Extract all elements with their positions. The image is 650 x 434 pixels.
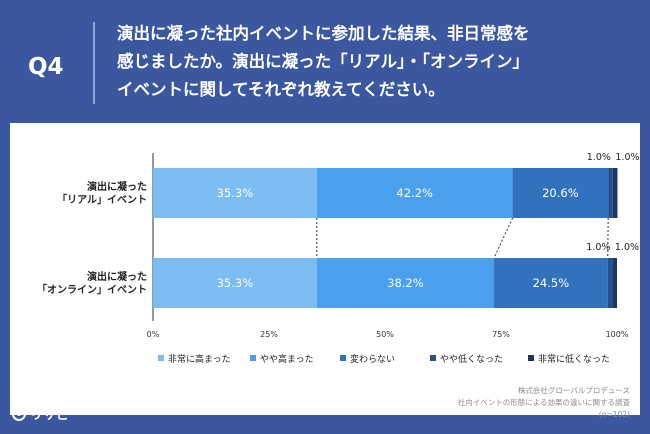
legend-label: やや低くなった [440, 353, 503, 365]
source-sample: (n=102) [598, 410, 630, 419]
category-label: 「オンライン」イベント [37, 283, 147, 296]
x-tick-label: 100% [606, 330, 629, 339]
bar-segment [316, 258, 495, 308]
category-label: 演出に凝った [87, 270, 147, 283]
bar-segment [316, 168, 513, 218]
stacked-bar-chart: 35.3% 42.2% 20.6%1.0% 1.0%演出に凝った「リアル」イベント35… [37, 152, 640, 365]
brand-name: リサピー [30, 408, 83, 423]
legend-label: 非常に高まった [168, 353, 231, 365]
data-label: 42.2% [396, 186, 433, 200]
bar-segment [494, 258, 608, 308]
source-survey: 社内イベントの形態による効果の違いに関する調査 [457, 398, 630, 407]
data-label-small: 1.0% [586, 242, 610, 253]
x-tick-label: 25% [260, 330, 278, 339]
data-label-small: 1.0% [587, 152, 611, 163]
legend-swatch [158, 355, 164, 361]
legend-swatch [430, 355, 436, 361]
question-number: Q4 [28, 54, 64, 80]
connector-line [493, 217, 514, 259]
legend-swatch [250, 355, 256, 361]
data-label: 35.3% [217, 186, 254, 200]
data-label-small: 1.0% [615, 152, 639, 163]
data-label: 35.3% [217, 276, 254, 290]
legend-label: 非常に低くなった [538, 353, 610, 365]
header-divider [93, 22, 95, 104]
bar-segment [608, 168, 613, 218]
magnifier-icon [12, 406, 26, 421]
bar-segment [153, 258, 317, 308]
source-note: 株式会社グローバルプロデュース 社内イベントの形態による効果の違いに関する調査 … [458, 385, 630, 421]
data-label: 20.6% [542, 186, 579, 200]
chart-panel: 35.3% 42.2% 20.6% 1.0% 1.0% 演出に凝った 「リアル」イベント 35… [10, 123, 640, 415]
question-text: 演出に凝った社内イベントに参加した結果、非日常感を 感じましたか。演出に凝った「… [117, 24, 530, 99]
category-label: 「リアル」イベント [57, 193, 147, 206]
bar-segment [512, 168, 609, 218]
x-tick-label: 50% [376, 330, 394, 339]
bar-segment [607, 258, 613, 308]
legend-swatch [528, 355, 534, 361]
brand-logo: リサピー [12, 404, 82, 423]
legend-swatch [340, 355, 346, 361]
source-company: 株式会社グローバルプロデュース [517, 386, 630, 395]
bar-segment [612, 168, 618, 218]
legend-label: 変わらない [350, 353, 395, 365]
x-tick-label: 0% [147, 330, 160, 339]
data-label-small: 1.0% [615, 242, 639, 253]
bar-segment [153, 168, 317, 218]
category-label: 演出に凝った [87, 180, 147, 193]
data-label: 24.5% [533, 276, 570, 290]
data-label: 38.2% [387, 276, 424, 290]
bar-segment [612, 258, 617, 308]
x-tick-label: 75% [492, 330, 510, 339]
legend-label: やや高まった [260, 353, 314, 365]
